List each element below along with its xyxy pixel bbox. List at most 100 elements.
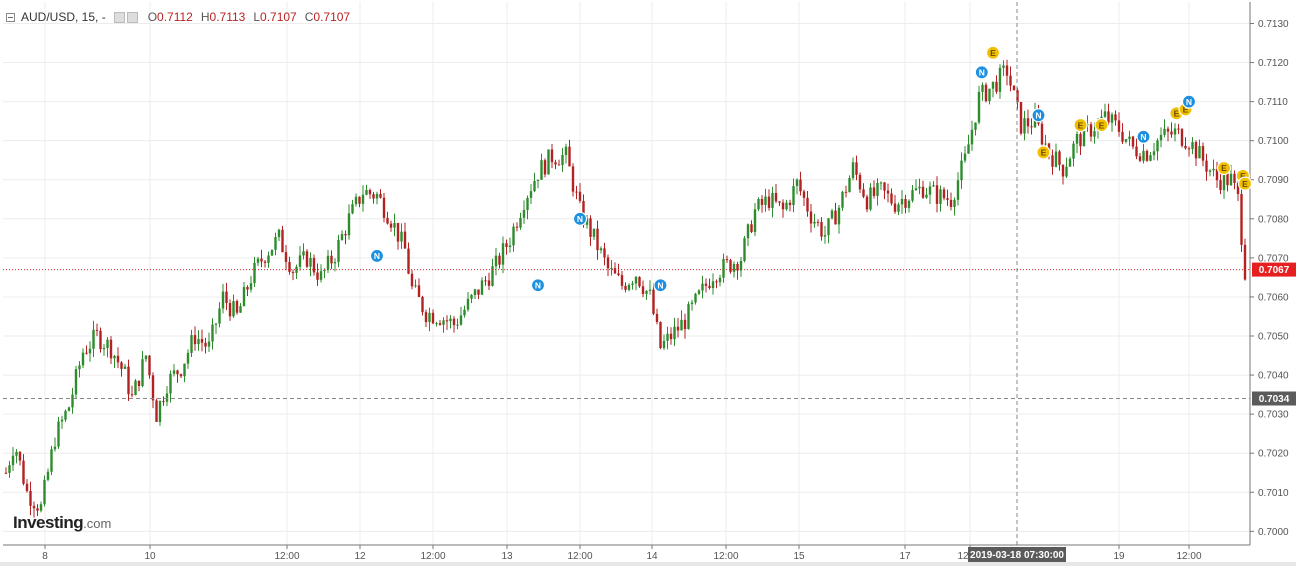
candle [508,237,512,253]
candle [746,223,750,247]
news-event-marker[interactable]: N [369,248,385,264]
news-event-marker[interactable]: N [1031,108,1046,123]
candle-body [515,226,519,228]
candle-body [617,273,620,276]
event-n-icon[interactable] [974,65,989,80]
news-event-marker[interactable]: N [653,278,668,293]
candle [389,220,393,232]
candle [1040,118,1044,150]
candle-body [998,67,1002,92]
candle [883,181,886,200]
candle-body [1170,131,1173,135]
gear-icon[interactable] [126,11,138,23]
candle-body [333,262,337,264]
candle [1005,59,1009,86]
candle [820,217,823,241]
candle-body [1124,139,1128,142]
candle [998,64,1002,99]
economic-event-marker[interactable]: E [1036,145,1051,160]
candle [571,163,575,197]
candle [169,370,172,403]
news-event-marker[interactable]: N [1181,94,1197,109]
event-n-icon[interactable] [530,278,546,293]
economic-event-marker[interactable]: E [985,45,1001,60]
event-e-icon[interactable] [1094,117,1109,133]
news-event-marker[interactable]: N [572,211,588,226]
candle-body [144,355,148,360]
event-e-icon[interactable] [1036,145,1051,160]
legend-settings-icons[interactable] [113,11,138,23]
candle-body [897,204,900,212]
candle [1089,121,1093,142]
candle [732,261,736,278]
candle-body [529,191,533,198]
event-n-icon[interactable] [369,248,385,264]
candle [214,322,218,335]
candle-body [589,218,592,237]
event-e-icon[interactable] [1073,117,1088,133]
event-n-icon[interactable] [1181,94,1197,109]
event-n-icon[interactable] [572,211,588,226]
candle [1117,112,1121,137]
candle [375,191,379,205]
candle-body [956,180,960,200]
y-tick-label: 0.7090 [1258,175,1289,186]
y-tick-label: 0.7020 [1258,449,1289,460]
candle-body [610,268,613,270]
candle-body [214,323,218,325]
candle [757,197,760,212]
economic-event-marker[interactable]: E [1216,160,1232,176]
candle [417,278,421,298]
bottom-scrollbar[interactable] [0,562,1296,566]
candle [1054,143,1058,168]
candle [512,223,515,252]
candle-body [137,380,141,387]
event-letter: E [990,48,996,58]
candle-body [732,263,736,272]
candle [400,223,403,249]
candle-body [302,251,305,256]
candle [1030,118,1033,135]
candle-body [963,153,967,161]
candle [190,329,193,358]
candle [967,134,970,154]
candle-body [407,248,410,274]
economic-event-marker[interactable]: E [1073,117,1088,133]
event-n-icon[interactable] [653,278,668,293]
candle [463,305,466,318]
news-event-marker[interactable]: N [974,65,989,80]
event-n-icon[interactable] [1136,129,1151,144]
candle [890,188,893,206]
candle [774,183,778,204]
candle [645,290,648,300]
candle [988,88,991,105]
candle-body [4,472,8,474]
event-e-icon[interactable] [1237,176,1253,191]
candle-body [267,255,270,263]
candle-body [988,88,991,102]
candle [477,289,480,300]
candle-body [400,231,403,242]
candle [659,321,662,350]
event-e-icon[interactable] [985,45,1001,60]
candle [228,299,232,321]
news-event-marker[interactable]: N [530,278,546,293]
candle [585,214,589,229]
eye-icon[interactable] [113,11,125,23]
last-price-box [1252,262,1296,277]
economic-event-marker[interactable]: E [1237,176,1253,191]
economic-event-marker[interactable]: E [1094,117,1109,133]
candle [1009,66,1012,92]
collapse-icon[interactable] [6,12,15,22]
news-event-marker[interactable]: N [1136,129,1151,144]
candle-body [862,189,865,197]
candle-body [711,281,715,289]
event-e-icon[interactable] [1216,160,1232,176]
candle-body [225,291,228,304]
candle-body [200,338,204,343]
candle [767,189,771,211]
candle-body [29,490,32,506]
event-n-icon[interactable] [1031,108,1046,123]
